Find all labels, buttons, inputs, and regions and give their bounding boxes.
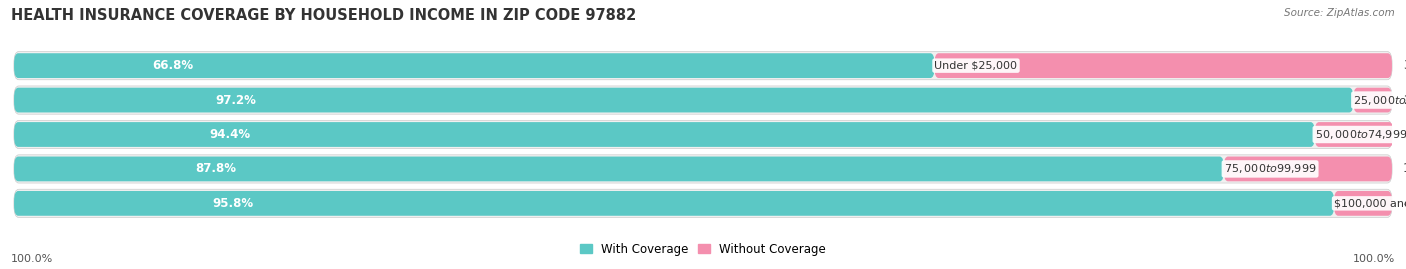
Text: 95.8%: 95.8%: [212, 197, 253, 210]
Text: 12.2%: 12.2%: [1403, 162, 1406, 175]
Text: 100.0%: 100.0%: [1353, 254, 1395, 264]
FancyBboxPatch shape: [1223, 157, 1392, 181]
FancyBboxPatch shape: [14, 53, 935, 78]
FancyBboxPatch shape: [14, 157, 1223, 181]
Text: 87.8%: 87.8%: [195, 162, 236, 175]
Text: 4.2%: 4.2%: [1403, 197, 1406, 210]
Text: $25,000 to $49,999: $25,000 to $49,999: [1354, 94, 1406, 107]
FancyBboxPatch shape: [935, 53, 1392, 78]
Text: 33.2%: 33.2%: [1403, 59, 1406, 72]
Text: $75,000 to $99,999: $75,000 to $99,999: [1223, 162, 1316, 175]
FancyBboxPatch shape: [14, 191, 1334, 216]
Text: Source: ZipAtlas.com: Source: ZipAtlas.com: [1284, 8, 1395, 18]
FancyBboxPatch shape: [14, 121, 1392, 148]
FancyBboxPatch shape: [14, 155, 1392, 183]
Text: 66.8%: 66.8%: [152, 59, 193, 72]
Text: HEALTH INSURANCE COVERAGE BY HOUSEHOLD INCOME IN ZIP CODE 97882: HEALTH INSURANCE COVERAGE BY HOUSEHOLD I…: [11, 8, 637, 23]
Text: Under $25,000: Under $25,000: [935, 61, 1018, 71]
FancyBboxPatch shape: [14, 122, 1315, 147]
FancyBboxPatch shape: [1315, 122, 1393, 147]
FancyBboxPatch shape: [14, 52, 1392, 80]
FancyBboxPatch shape: [14, 88, 1354, 112]
Text: 2.8%: 2.8%: [1403, 94, 1406, 107]
FancyBboxPatch shape: [14, 86, 1392, 114]
Text: $100,000 and over: $100,000 and over: [1334, 198, 1406, 208]
FancyBboxPatch shape: [1354, 88, 1392, 112]
Text: $50,000 to $74,999: $50,000 to $74,999: [1315, 128, 1406, 141]
Text: 100.0%: 100.0%: [11, 254, 53, 264]
FancyBboxPatch shape: [14, 189, 1392, 217]
FancyBboxPatch shape: [1334, 191, 1392, 216]
Text: 94.4%: 94.4%: [209, 128, 250, 141]
Text: 5.7%: 5.7%: [1405, 128, 1406, 141]
Legend: With Coverage, Without Coverage: With Coverage, Without Coverage: [575, 238, 831, 260]
Text: 97.2%: 97.2%: [215, 94, 256, 107]
